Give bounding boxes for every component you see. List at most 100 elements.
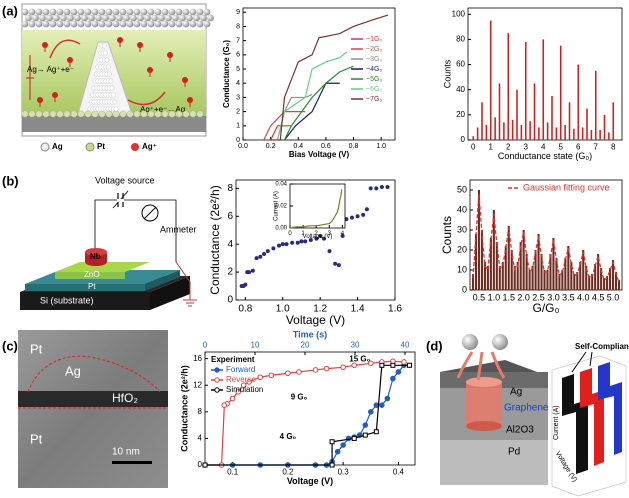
bar [573,274,576,290]
marker [312,367,319,373]
bar [486,266,489,290]
bar [573,128,575,140]
electrode-atom [46,14,53,22]
y-tick-label: 60 [456,60,465,69]
marker [367,409,374,415]
point [271,246,276,251]
bar [522,230,525,290]
x-tick-label: 2.5 [532,292,545,302]
electrode-atom [70,20,78,28]
layer-label: Ag [510,387,522,398]
ag-top [466,377,502,387]
electrode-atom [158,14,165,22]
nb-top [85,248,107,256]
image-label: HfO₂ [112,391,138,405]
electrode-atom [88,14,95,22]
bar [588,276,591,290]
electrode-atom [147,8,155,16]
ion [117,37,123,43]
bar [525,254,528,290]
curve-blue [598,362,622,455]
electrode-atom [161,8,169,16]
legend-swatch [40,142,50,152]
bar [579,262,582,290]
bar [551,96,553,140]
electrode-atom [28,110,36,118]
x-tick-label: 1.2 [313,304,327,315]
marker [367,360,374,367]
x-axis-label: Voltage (V) [287,476,333,486]
bar [529,121,531,140]
electrode-atom [119,8,127,16]
nb-body [85,252,107,262]
electrode-atom [140,110,148,118]
bar [581,127,584,140]
y-tick-label: 10 [457,264,467,274]
electrode-atom [105,20,113,28]
zno-front [55,272,125,279]
x-tick-label: 4 [541,142,546,151]
panel-label: (a) [2,3,18,18]
x-tick-label: 1.0 [276,304,290,315]
electrode-atom [154,110,162,118]
electrode-atom [186,14,193,22]
layer-label: ZnO [84,270,100,279]
electrode-atom [49,110,57,118]
y-tick-label: 3 [236,94,240,101]
x-tick-label: 0.4 [393,467,405,476]
y-tick-label: 16 [193,354,202,363]
electrode-atom [28,20,36,28]
electrode-atom [161,20,169,28]
y-tick-label: 6 [236,52,240,59]
marker [379,362,385,368]
point [327,249,332,254]
bar [542,39,545,140]
y-tick-label: 8 [198,407,203,416]
x-axis-label: Bias Voltage (V) [289,150,350,159]
bar [531,266,534,290]
electrode-atom [77,20,85,28]
chart: 0.5 1.0 1.5 2.0 2.5 3.0 3.5 4.0 4.5 5.0 0 10 20 30 40 5… [440,179,623,315]
annotation: 4 G₀ [280,432,297,441]
point [280,242,285,247]
y-tick-label: 30 [457,224,467,234]
layer-label: Si (substrate) [40,295,94,305]
bar [489,20,492,141]
legend-label: Ag⁺ [142,142,157,151]
electrode-atom [60,14,67,22]
marker [229,395,236,402]
electrode-atom [84,110,92,118]
electrode-atom [63,20,71,28]
point [321,236,326,241]
electrode-atom [112,20,120,28]
electrode-atom [154,8,162,16]
x-tick-label: 1.4 [351,304,365,315]
marker [323,365,330,372]
y-tick-label: 4 [236,80,240,87]
electrode-atom [77,110,85,118]
bar [603,278,606,290]
y-tick-label: 50 [457,184,467,194]
electrode-atom [42,8,50,16]
series-line [283,82,340,141]
legend-marker [214,377,220,383]
legend-label: ~2G₀ [366,46,382,53]
x-tick-label: 0 [471,142,476,151]
bar [537,234,540,290]
bar [485,124,488,140]
electrode-atom [91,8,99,16]
layer-label: Al2O3 [506,425,534,436]
point [258,254,263,259]
electrode-atom [126,8,134,16]
reaction-label: Ag→ Ag⁺+e⁻ [27,65,74,74]
point [250,268,255,273]
x-tick-label: 0 [288,231,292,237]
flux [456,351,506,381]
x-tick-label: 0.2 [282,467,294,476]
ion [52,92,58,98]
ion [67,57,73,63]
series-line [283,65,354,141]
electrode-atom [70,8,78,16]
